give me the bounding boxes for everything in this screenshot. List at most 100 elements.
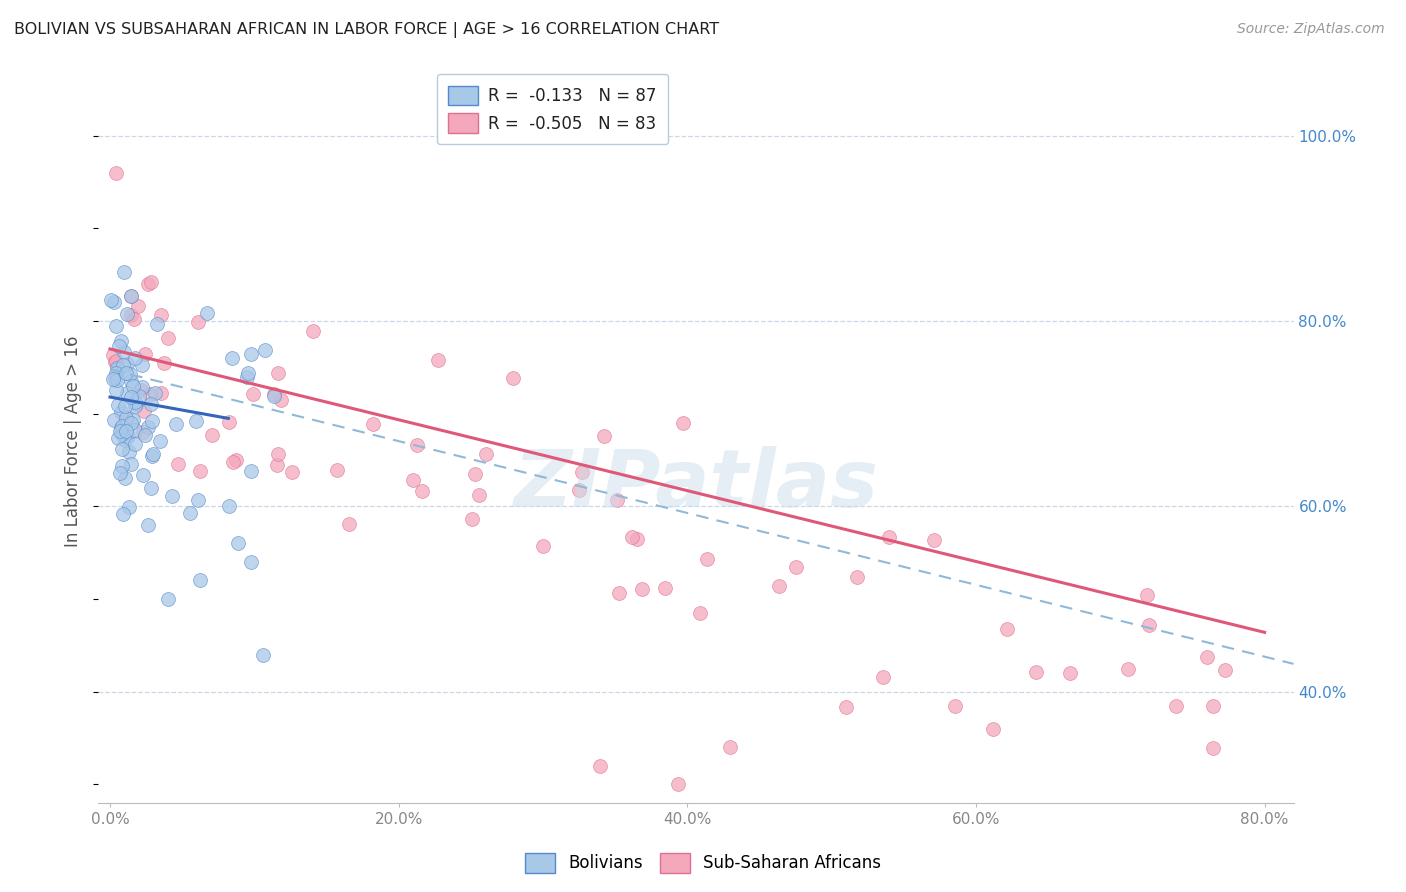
- Point: [136, 277, 159, 291]
- Point: [1164, 698, 1187, 713]
- Point: [188, 574, 211, 588]
- Point: [103, 372, 125, 386]
- Point: [124, 311, 146, 326]
- Point: [114, 411, 136, 425]
- Point: [112, 344, 135, 359]
- Point: [654, 581, 676, 595]
- Point: [593, 428, 616, 442]
- Point: [120, 308, 142, 322]
- Point: [607, 586, 630, 600]
- Point: [411, 484, 433, 499]
- Point: [111, 419, 134, 434]
- Point: [1116, 662, 1139, 676]
- Point: [1059, 665, 1081, 680]
- Point: [149, 434, 172, 449]
- Point: [571, 465, 593, 479]
- Point: [184, 414, 207, 428]
- Point: [120, 416, 142, 430]
- Point: [236, 369, 259, 384]
- Text: Source: ZipAtlas.com: Source: ZipAtlas.com: [1237, 22, 1385, 37]
- Point: [1025, 665, 1047, 680]
- Point: [115, 425, 138, 439]
- Point: [626, 532, 648, 546]
- Point: [103, 355, 125, 369]
- Point: [280, 466, 302, 480]
- Point: [768, 579, 790, 593]
- Point: [120, 289, 142, 303]
- Point: [239, 347, 262, 361]
- Point: [128, 389, 150, 403]
- Point: [1136, 588, 1159, 602]
- Point: [125, 397, 148, 411]
- Point: [188, 464, 211, 478]
- Point: [138, 420, 160, 434]
- Point: [107, 398, 129, 412]
- Point: [132, 404, 155, 418]
- Point: [149, 309, 172, 323]
- Point: [157, 592, 180, 607]
- Point: [103, 413, 125, 427]
- Point: [124, 394, 146, 409]
- Point: [186, 492, 208, 507]
- Point: [110, 405, 132, 419]
- Point: [149, 385, 172, 400]
- Point: [666, 777, 689, 791]
- Point: [689, 606, 711, 620]
- Point: [922, 533, 945, 547]
- Point: [118, 445, 141, 459]
- Point: [118, 500, 141, 515]
- Point: [131, 384, 153, 398]
- Point: [108, 424, 131, 438]
- Point: [139, 481, 162, 495]
- Point: [110, 420, 132, 434]
- Point: [361, 417, 384, 431]
- Point: [1137, 618, 1160, 632]
- Point: [225, 453, 247, 467]
- Point: [124, 423, 146, 437]
- Point: [402, 473, 425, 487]
- Point: [266, 458, 288, 473]
- Point: [165, 417, 187, 431]
- Point: [115, 385, 138, 400]
- Point: [108, 466, 131, 480]
- Point: [141, 414, 163, 428]
- Point: [785, 560, 807, 574]
- Point: [107, 338, 129, 352]
- Point: [240, 463, 263, 477]
- Point: [218, 415, 240, 429]
- Point: [111, 358, 134, 372]
- Point: [872, 670, 894, 684]
- Point: [995, 623, 1018, 637]
- Point: [427, 352, 450, 367]
- Point: [136, 517, 159, 532]
- Point: [124, 399, 146, 413]
- Point: [139, 387, 162, 401]
- Point: [120, 288, 142, 302]
- Point: [107, 431, 129, 445]
- Point: [105, 361, 128, 376]
- Point: [124, 436, 146, 450]
- Point: [101, 348, 124, 362]
- Point: [110, 334, 132, 348]
- Point: [118, 368, 141, 382]
- Point: [267, 366, 290, 380]
- Point: [111, 458, 134, 473]
- Point: [131, 379, 153, 393]
- Point: [464, 467, 486, 481]
- Point: [201, 427, 224, 442]
- Point: [475, 447, 498, 461]
- Point: [270, 392, 292, 407]
- Point: [114, 434, 136, 448]
- Text: ZIPatlas: ZIPatlas: [513, 446, 879, 524]
- Legend: Bolivians, Sub-Saharan Africans: Bolivians, Sub-Saharan Africans: [519, 847, 887, 880]
- Point: [877, 530, 900, 544]
- Point: [718, 740, 741, 755]
- Point: [696, 551, 718, 566]
- Point: [461, 512, 484, 526]
- Point: [103, 294, 125, 309]
- Point: [835, 700, 858, 714]
- Point: [114, 399, 136, 413]
- Point: [983, 722, 1005, 736]
- Point: [105, 166, 128, 180]
- Point: [115, 367, 138, 381]
